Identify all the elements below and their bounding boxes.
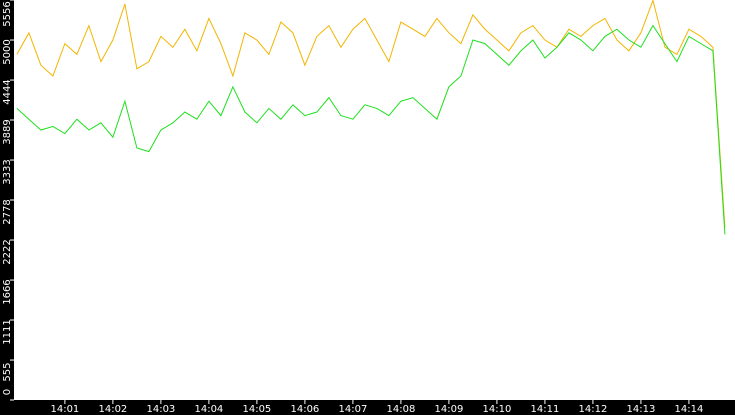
y-tick-label: 3333 [2,159,13,184]
x-tick-label: 14:13 [627,404,656,415]
x-tick-label: 14:09 [434,404,463,415]
y-tick-label: 1111 [2,319,13,344]
x-tick-label: 14:14 [675,404,704,415]
x-tick-label: 14:10 [482,404,511,415]
x-tick-label: 14:04 [194,404,223,415]
y-tick-label: 555 [2,362,13,381]
y-tick-label: 1666 [2,279,13,304]
x-tick-label: 14:11 [530,404,559,415]
x-tick-label: 14:03 [146,404,175,415]
y-tick-label: 4444 [2,79,13,104]
x-tick-label: 14:05 [242,404,271,415]
x-tick-label: 14:07 [338,404,367,415]
series-line [16,0,726,228]
y-tick-label: 5000 [2,39,13,64]
y-tick-label: 0 [2,389,13,395]
x-tick-label: 14:12 [578,404,607,415]
x-tick-label: 14:06 [290,404,319,415]
x-tick-label: 14:01 [50,404,79,415]
series-line [16,24,726,235]
x-tick-label: 14:02 [98,404,127,415]
y-axis-strip [0,0,14,415]
y-tick-label: 2778 [2,199,13,224]
y-tick-label: 3889 [2,119,13,144]
x-tick-label: 14:08 [386,404,415,415]
x-axis-strip [0,400,735,415]
y-tick-label: 2222 [2,239,13,264]
y-tick-label: 5556 [2,1,13,26]
